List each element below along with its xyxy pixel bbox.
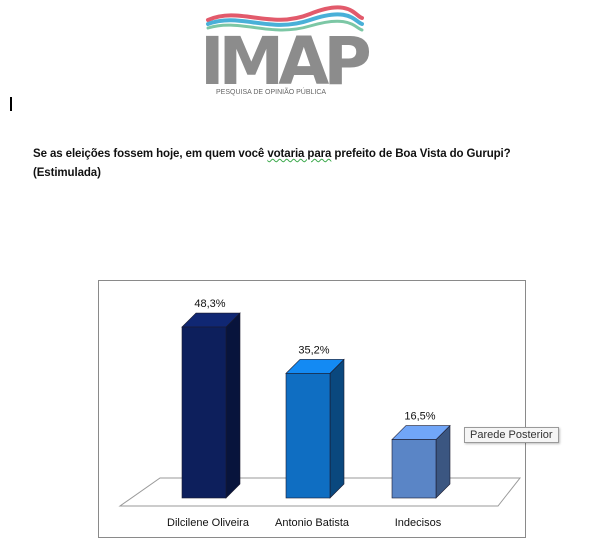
- data-label-0: 48,3%: [194, 298, 225, 310]
- bar-0: [181, 326, 227, 499]
- bar-side-1: [329, 358, 345, 499]
- imap-logo: IMAP PESQUISA DE OPINIÃO PÚBLICA: [190, 4, 375, 100]
- bar-1: [285, 373, 331, 499]
- bar-chart[interactable]: 48,3% Dilcilene Oliveira 35,2% Antonio Bati…: [98, 280, 526, 538]
- logo-wordmark: IMAP: [200, 23, 369, 100]
- question-line2: (Estimulada): [33, 167, 101, 179]
- question-part1: Se as eleições fossem hoje, em quem você: [33, 148, 268, 160]
- question-underlined: votaria para: [267, 148, 332, 160]
- data-label-2: 16,5%: [404, 411, 435, 423]
- data-label-1: 35,2%: [298, 344, 329, 356]
- question-part2: prefeito de Boa Vista do Gurupi?: [331, 148, 511, 160]
- bar-2: [391, 439, 437, 499]
- logo-tagline: PESQUISA DE OPINIÃO PÚBLICA: [216, 87, 326, 96]
- question-text: Se as eleições fossem hoje, em quem você…: [33, 145, 573, 183]
- category-label-0: Dilcilene Oliveira: [167, 517, 250, 529]
- text-cursor: [10, 97, 12, 111]
- bar-side-0: [225, 312, 241, 499]
- category-label-2: Indecisos: [395, 517, 442, 529]
- tooltip: Parede Posterior: [464, 427, 559, 443]
- category-label-1: Antonio Batista: [275, 517, 350, 529]
